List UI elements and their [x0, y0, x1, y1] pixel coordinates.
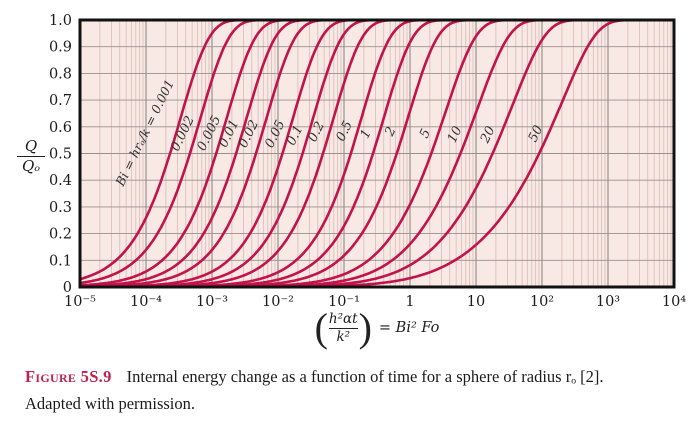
y-tick-label: 0 — [63, 280, 72, 296]
x-axis-fraction-denominator: k² — [336, 329, 351, 345]
caption-line1: Internal energy change as a function of … — [126, 367, 604, 386]
x-tick-labels: 10⁻⁵ 10⁻⁴ 10⁻³ 10⁻² 10⁻¹ 1 10 10² 10³ 10⁴ — [64, 294, 686, 310]
curve-label-bi-50: 50 — [526, 123, 547, 144]
open-paren: ( — [314, 305, 328, 350]
y-tick-label: 0.6 — [49, 120, 72, 136]
x-axis-title: ( h²αt k² ) = Bi² Fo — [27, 305, 700, 350]
x-tick-label: 10⁻² — [262, 294, 294, 310]
x-axis-fraction-numerator: h²αt — [328, 310, 358, 327]
y-axis-title-denominator: Qₒ — [21, 156, 41, 175]
y-tick-label: 0.7 — [49, 93, 72, 109]
y-tick-label: 0.2 — [49, 227, 72, 243]
y-tick-label: 0.3 — [49, 200, 72, 216]
curve-label-bi-10: 10 — [445, 124, 466, 145]
figure-caption: Figure 5S.9 Internal energy change as a f… — [25, 364, 685, 417]
x-tick-label: 10⁻¹ — [328, 294, 360, 310]
chart-area: Bi = hrₒ/k = 0.001 0.002 0.005 0.01 0.02 0.05… — [13, 13, 700, 350]
x-tick-label: 10⁻³ — [196, 294, 228, 310]
y-tick-label: 0.8 — [49, 66, 72, 82]
fraction-bar — [328, 327, 358, 329]
fraction-bar — [17, 155, 45, 157]
x-tick-label: 10⁻⁴ — [130, 294, 162, 310]
x-tick-label: 1 — [405, 294, 414, 310]
y-axis-title-numerator: Q — [24, 137, 38, 155]
y-tick-labels: 0 0.1 0.2 0.3 0.4 0.5 0.6 0.7 0.8 0.9 1.0 — [49, 13, 72, 296]
axis-border — [78, 18, 676, 289]
y-tick-label: 0.9 — [49, 40, 72, 56]
caption-line2: Adapted with permission. — [25, 393, 196, 413]
x-tick-label: 10³ — [596, 294, 620, 310]
x-tick-label: 10⁴ — [662, 294, 686, 310]
close-paren: ) — [358, 305, 372, 350]
figure-number: Figure 5S.9 — [25, 367, 112, 386]
y-tick-label: 0.4 — [49, 173, 72, 189]
x-tick-label: 10⁻⁵ — [64, 294, 96, 310]
x-axis-equation: = Bi² Fo — [378, 320, 440, 336]
y-axis-title: Q Qₒ — [13, 138, 49, 174]
y-tick-label: 1.0 — [49, 13, 72, 29]
x-tick-label: 10 — [467, 294, 485, 310]
y-tick-label: 0.5 — [49, 147, 72, 163]
x-axis-fraction: h²αt k² — [328, 310, 358, 345]
curve-label-bi-20: 20 — [477, 124, 498, 146]
x-tick-label: 10² — [530, 294, 554, 310]
y-tick-label: 0.1 — [49, 253, 72, 269]
